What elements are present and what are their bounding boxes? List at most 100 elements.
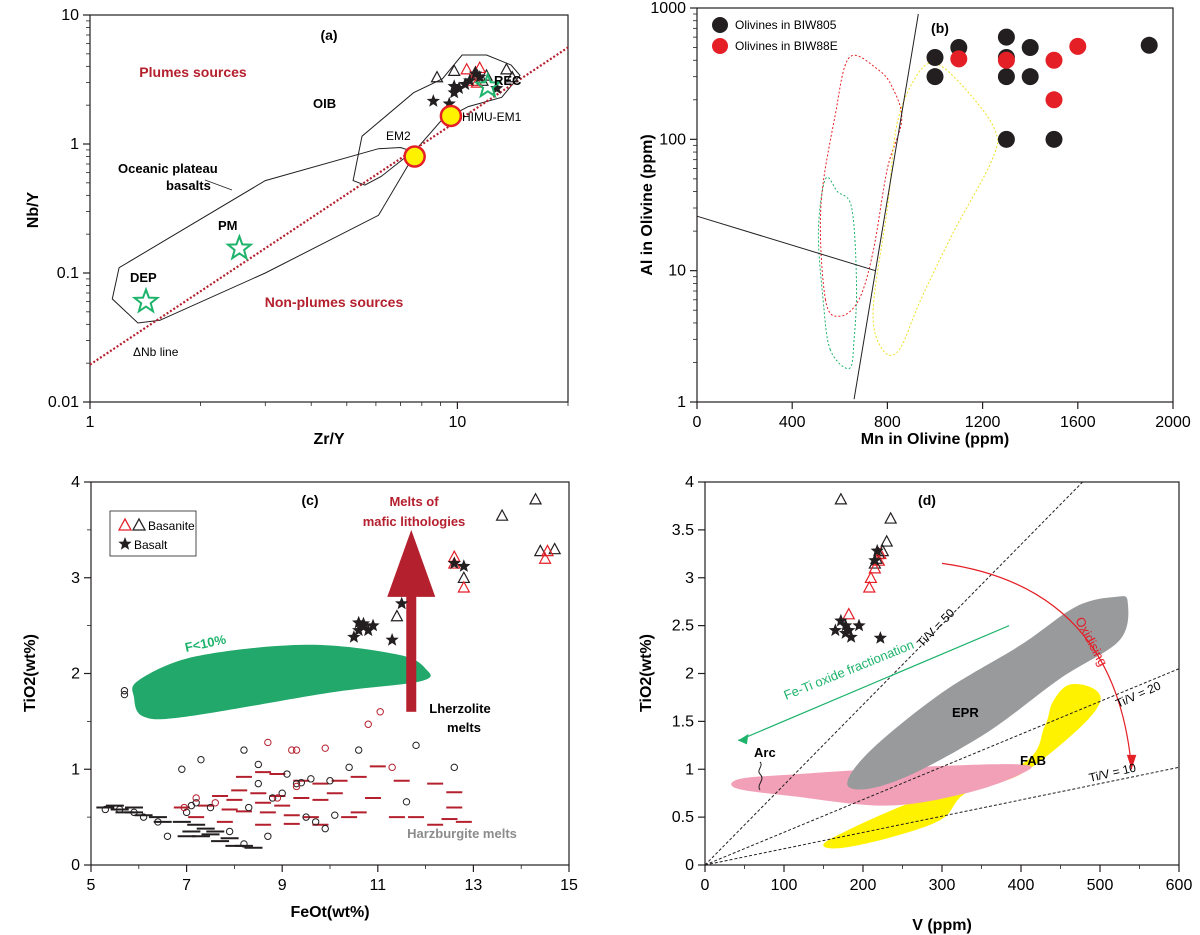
panel-b-point-black — [1045, 130, 1063, 148]
panel-c-lherz-label: Lherzolite — [429, 701, 490, 716]
panel-c-star — [356, 616, 371, 630]
panel-c-triangle-black — [495, 508, 509, 521]
panel-a-ytick-label: 0.1 — [57, 265, 79, 282]
panel-b-xtick-label: 1200 — [965, 414, 1001, 431]
panel-c-star — [366, 618, 380, 632]
panel-c-f10-label: F<10% — [184, 632, 228, 655]
panel-c-circle-red — [292, 782, 301, 791]
panel-c-circle-black — [354, 746, 363, 754]
panel-d-ytick-label: 0 — [685, 857, 694, 874]
panel-b-point-black — [1021, 68, 1039, 86]
panel-c-circle-black — [101, 805, 110, 814]
panel-c-f10-field — [132, 644, 431, 720]
panel-b-red-field — [819, 54, 903, 317]
panel-d-star — [852, 618, 866, 632]
panel-c-chart: (c) Basanite Basalt Melts of mafic litho… — [22, 474, 578, 921]
panel-c-circle-black — [245, 803, 253, 812]
panel-c-circle-red — [180, 803, 188, 812]
panel-a-chart: (a) Plumes sources Non-plumes sources OI… — [25, 7, 569, 448]
panel-a-oceanic-pointer — [204, 179, 233, 191]
panel-a-star-black — [463, 73, 477, 87]
panel-c-xtick-label: 7 — [182, 877, 191, 894]
panel-a-ytick-label: 1 — [70, 136, 79, 153]
panel-d-triangle-red — [868, 561, 882, 574]
panel-d-star — [870, 543, 884, 557]
panel-c-ytick-label: 1 — [71, 761, 80, 778]
panel-b-point-black — [926, 68, 944, 86]
panel-c-circle-black — [283, 770, 291, 778]
panel-a-label: (a) — [320, 27, 337, 43]
panel-a-plumes-label: Plumes sources — [139, 64, 247, 80]
panel-c-ytick-label: 2 — [71, 666, 80, 683]
panel-d-fti-arrowhead — [738, 733, 749, 745]
panel-d-ytick-label: 4 — [685, 474, 694, 491]
panel-c-ytick-label: 3 — [71, 570, 80, 587]
panel-a-xtick-label: 10 — [449, 414, 467, 431]
panel-c-triangle-red — [540, 544, 554, 557]
panel-b-green-field — [817, 176, 858, 370]
panel-a-ref-star-pm — [225, 233, 254, 261]
panel-b-divider-line — [853, 13, 919, 400]
panel-c-circle-black — [120, 690, 129, 699]
panel-b-xtick-label: 2000 — [1155, 414, 1191, 431]
panel-d-xtick-label: 500 — [1087, 877, 1114, 894]
panel-d-star — [834, 613, 848, 627]
panel-c-ytick-label: 0 — [71, 857, 80, 874]
panel-c-circle-black — [292, 779, 301, 788]
panel-b-xlabel: Mn in Olivine (ppm) — [861, 431, 1009, 448]
panel-a-oceanic-label: Oceanic plateau — [118, 161, 218, 176]
panel-a-star-black — [426, 94, 440, 107]
panel-c-circle-black — [307, 775, 315, 783]
panel-d-ytick-label: 2 — [685, 666, 694, 683]
panel-c-circle-red — [192, 794, 200, 802]
panel-c-xtick-label: 9 — [278, 877, 287, 894]
panel-d-fab-label: FAB — [1020, 753, 1046, 768]
panel-a-dnb-label: ΔNb line — [133, 345, 179, 359]
panel-c-circle-black — [264, 832, 272, 840]
panel-b-ylabel: Al in Olivine (ppm) — [639, 134, 656, 275]
panel-c-star — [385, 633, 399, 646]
panel-d-star — [844, 630, 858, 643]
panel-c-xtick-label: 11 — [369, 877, 386, 894]
panel-a-star-black — [442, 96, 456, 110]
panel-c-triangle-black — [390, 609, 404, 622]
panel-d-oxid-arrow — [941, 562, 1133, 770]
panel-c-melts-label2: mafic lithologies — [363, 514, 466, 529]
panel-d-ytick-label: 3.5 — [672, 522, 694, 539]
panel-b-legend-marker-black — [712, 17, 728, 33]
panel-d-ytick-label: 1 — [685, 761, 694, 778]
panel-b-point-black — [997, 28, 1015, 46]
panel-a-em2-label: EM2 — [386, 129, 411, 143]
panel-d-star — [873, 631, 887, 644]
panel-c-circle-black — [311, 818, 320, 826]
panel-a-triangle-red — [460, 62, 474, 75]
panel-d-triangle-black — [834, 492, 848, 505]
panel-a-oib-field — [352, 54, 521, 186]
panel-c-melts-label: Melts of — [389, 494, 439, 509]
panel-c-star — [361, 623, 375, 637]
panel-c-circle-black — [163, 832, 172, 840]
panel-b-point-black — [997, 130, 1015, 148]
panel-b-ytick-label: 1000 — [650, 0, 686, 17]
panel-b-yellow-field — [872, 62, 999, 356]
panel-b-point-black — [997, 68, 1015, 86]
panel-c-circle-black — [240, 840, 248, 848]
panel-c-ylabel: TiO2(wt%) — [22, 634, 39, 712]
panel-a-triangle-black — [499, 62, 513, 75]
panel-c-star — [395, 596, 409, 610]
panel-a-ylabel: Nb/Y — [25, 191, 42, 228]
panel-c-triangle-black — [529, 492, 543, 505]
panel-c-circle-black — [331, 811, 339, 819]
panel-c-xtick-label: 5 — [87, 877, 96, 894]
panel-d-fab-field — [823, 684, 1101, 849]
panel-b-ytick-label: 10 — [668, 263, 686, 280]
panel-c-circle-black — [130, 808, 138, 817]
panel-b-point-black — [1140, 36, 1158, 54]
panel-c-legend-box — [109, 510, 197, 557]
panel-d-chart: (d) Ti/V = 50 Ti/V = 20 Ti/V = 10 Fe-Ti … — [638, 474, 1192, 934]
panel-d-star — [868, 553, 882, 567]
panel-a-star-black — [458, 77, 472, 90]
panel-a-star-black — [490, 81, 504, 94]
panel-c-circle-black — [139, 813, 148, 821]
panel-a-star-black — [468, 66, 483, 80]
